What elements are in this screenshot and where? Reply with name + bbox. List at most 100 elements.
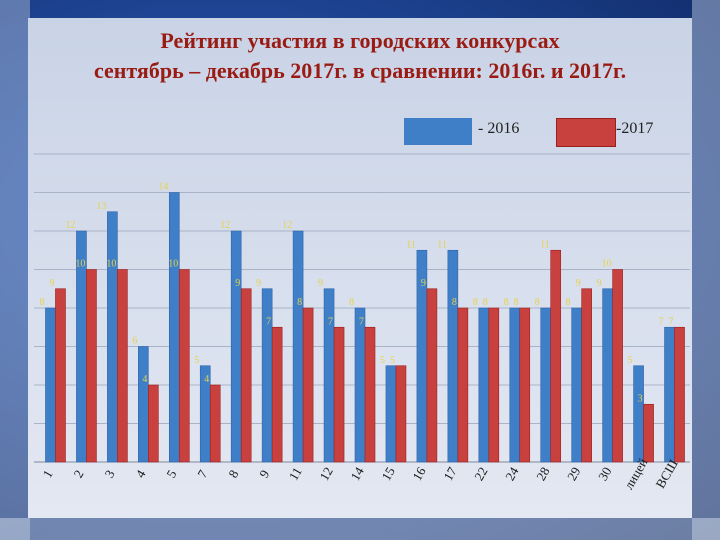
value-label-2016-15: 5 (380, 355, 385, 366)
value-label-2017-8: 9 (235, 278, 240, 289)
x-tick-label: 30 (595, 464, 614, 483)
x-tick-label: 22 (471, 464, 490, 483)
bar-2016-8 (230, 230, 242, 463)
bar-2017-11 (302, 307, 314, 463)
bar-2016-9 (261, 288, 273, 463)
frost-bottom (0, 518, 720, 540)
bar-2016-22 (478, 307, 490, 463)
x-tick-label: 9 (256, 467, 272, 480)
value-label-2017-5: 10 (168, 259, 178, 270)
bar-2017-2 (86, 269, 97, 463)
x-tick-label: 4 (132, 467, 148, 481)
bar-2016-4 (138, 346, 149, 463)
frost-left (0, 0, 30, 540)
x-tick-label: 15 (378, 464, 397, 483)
bar-2017-28 (550, 249, 562, 463)
bar-2016-11 (292, 230, 304, 463)
bar-2016-1 (45, 307, 56, 463)
value-label-2017-3: 10 (106, 259, 116, 270)
bar-2017-12 (333, 326, 345, 463)
value-label-2016-7: 5 (194, 355, 199, 366)
title-line-1: Рейтинг участия в городских конкурсах (160, 28, 560, 53)
value-label-2017-9: 7 (266, 316, 271, 327)
value-label-2017-ВСШ: 7 (669, 316, 674, 327)
bar-2016-15 (385, 365, 397, 463)
frost-right (692, 0, 720, 540)
bar-2017-7 (209, 384, 221, 463)
value-label-2016-9: 9 (256, 278, 261, 289)
value-label-2017-28: 11 (540, 239, 550, 250)
value-label-2017-4: 4 (142, 374, 147, 385)
x-tick-label: 3 (101, 467, 117, 480)
x-tick-label: 8 (225, 467, 241, 480)
value-label-2017-14: 7 (359, 316, 364, 327)
x-tick-label: 1 (39, 467, 55, 480)
x-tick-label: 24 (502, 464, 522, 483)
bar-2017-30 (612, 269, 623, 463)
bar-2017-22 (488, 307, 500, 463)
value-label-2016-29: 8 (566, 297, 571, 308)
value-label-2017-11: 8 (297, 297, 302, 308)
bar-2016-17 (447, 249, 459, 463)
value-label-2016-11: 12 (282, 220, 292, 231)
value-label-2016-16: 11 (406, 239, 416, 250)
bar-2017-16 (426, 288, 438, 463)
bar-2016-29 (571, 307, 582, 463)
value-label-2017-1: 9 (49, 278, 54, 289)
value-label-2017-15: 5 (390, 355, 395, 366)
value-label-2016-17: 11 (437, 239, 447, 250)
x-tick-label: 16 (409, 464, 429, 483)
value-label-2017-30: 10 (602, 259, 612, 270)
bar-2017-29 (581, 288, 592, 463)
bar-2016-ВСШ (664, 326, 675, 463)
value-label-2016-28: 8 (535, 297, 540, 308)
x-tick-label: 17 (440, 464, 460, 483)
x-tick-label: 5 (163, 467, 179, 480)
bar-2017-8 (240, 288, 252, 463)
bar-2017-24 (519, 307, 531, 463)
value-label-2017-7: 4 (204, 374, 209, 385)
value-label-2016-12: 9 (318, 278, 323, 289)
x-tick-label: 14 (347, 464, 367, 483)
title-line-2: сентябрь – декабрь 2017г. в сравнении: 2… (93, 58, 627, 83)
bar-2017-15 (395, 365, 407, 463)
bar-2016-14 (354, 307, 366, 463)
value-label-2016-4: 6 (132, 336, 137, 347)
value-label-2017-12: 7 (328, 316, 333, 327)
bar-2017-ВСШ (674, 326, 685, 463)
bar-2017-4 (148, 384, 159, 463)
bar-2016-28 (540, 307, 552, 463)
x-tick-label: 28 (533, 464, 552, 483)
value-label-2016-5: 14 (158, 182, 168, 193)
value-label-2017-17: 8 (452, 297, 457, 308)
value-label-2016-ВСШ: 7 (659, 316, 664, 327)
x-tick-label: лицей (621, 456, 651, 492)
bar-2017-17 (457, 307, 469, 463)
value-label-2016-2: 12 (65, 220, 75, 231)
bar-2016-лицей (633, 365, 644, 463)
bar-2017-3 (117, 269, 128, 463)
bar-2017-9 (271, 326, 283, 463)
value-label-2017-24: 8 (514, 297, 519, 308)
value-label-2016-22: 8 (473, 297, 478, 308)
value-label-2017-лицей: 3 (638, 393, 643, 404)
chart-title: Рейтинг участия в городских конкурсах се… (28, 26, 692, 86)
value-label-2016-14: 8 (349, 297, 354, 308)
value-label-2016-1: 8 (39, 297, 44, 308)
value-label-2016-лицей: 5 (628, 355, 633, 366)
bar-2017-5 (178, 269, 190, 463)
x-tick-label: 7 (194, 467, 210, 481)
value-label-2017-29: 9 (576, 278, 581, 289)
value-label-2017-16: 9 (421, 278, 426, 289)
x-tick-label: 12 (316, 464, 335, 483)
bar-2016-3 (107, 211, 118, 463)
value-label-2016-8: 12 (220, 220, 230, 231)
bar-2016-30 (602, 288, 613, 463)
bar-2017-1 (55, 288, 66, 463)
x-tick-label: 11 (286, 465, 305, 483)
value-label-2017-2: 10 (75, 259, 85, 270)
x-tick-label: 2 (70, 467, 86, 480)
bar-2016-12 (323, 288, 335, 463)
value-label-2016-3: 13 (96, 201, 106, 212)
